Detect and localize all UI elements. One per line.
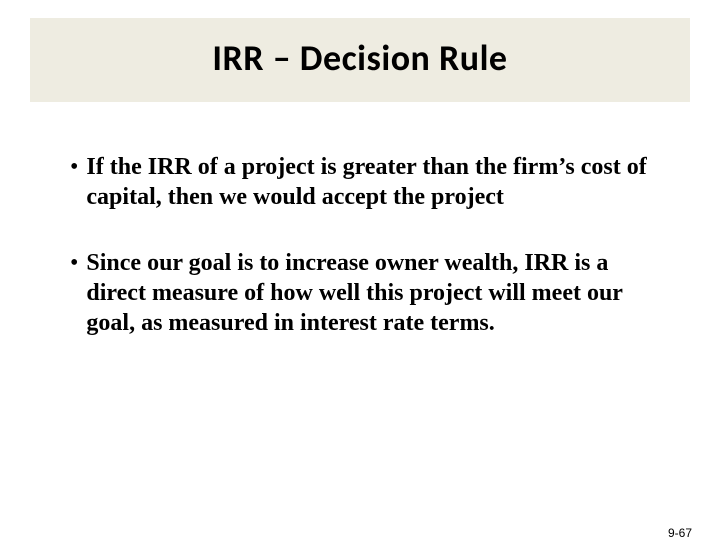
slide-title: IRR – Decision Rule: [40, 36, 680, 80]
bullet-marker: •: [70, 248, 78, 338]
bullet-text: If the IRR of a project is greater than …: [86, 152, 650, 212]
bullet-text: Since our goal is to increase owner weal…: [86, 248, 650, 338]
bullet-item: • Since our goal is to increase owner we…: [70, 248, 650, 338]
content-area: • If the IRR of a project is greater tha…: [0, 102, 720, 338]
bullet-marker: •: [70, 152, 78, 212]
title-bar: IRR – Decision Rule: [30, 18, 690, 102]
bullet-item: • If the IRR of a project is greater tha…: [70, 152, 650, 212]
page-number: 9-67: [668, 526, 692, 540]
